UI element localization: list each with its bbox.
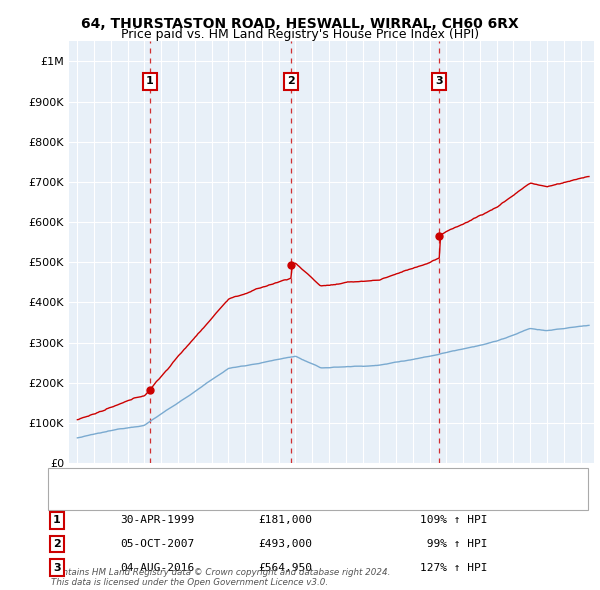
Text: £564,950: £564,950	[258, 563, 312, 572]
Text: ——: ——	[60, 473, 85, 486]
Text: 05-OCT-2007: 05-OCT-2007	[120, 539, 194, 549]
Text: 30-APR-1999: 30-APR-1999	[120, 516, 194, 525]
Text: £493,000: £493,000	[258, 539, 312, 549]
Text: 64, THURSTASTON ROAD, HESWALL, WIRRAL, CH60 6RX: 64, THURSTASTON ROAD, HESWALL, WIRRAL, C…	[81, 17, 519, 31]
Text: 2: 2	[287, 77, 295, 87]
Text: £181,000: £181,000	[258, 516, 312, 525]
Text: 99% ↑ HPI: 99% ↑ HPI	[420, 539, 487, 549]
Text: 2: 2	[53, 539, 61, 549]
Text: 3: 3	[53, 563, 61, 572]
Text: ——: ——	[60, 493, 85, 506]
Text: Contains HM Land Registry data © Crown copyright and database right 2024.
This d: Contains HM Land Registry data © Crown c…	[51, 568, 391, 587]
Text: 127% ↑ HPI: 127% ↑ HPI	[420, 563, 487, 572]
Text: HPI: Average price, detached house, Wirral: HPI: Average price, detached house, Wirr…	[93, 494, 317, 504]
Text: 1: 1	[53, 516, 61, 525]
Text: 64, THURSTASTON ROAD, HESWALL, WIRRAL, CH60 6RX (detached house): 64, THURSTASTON ROAD, HESWALL, WIRRAL, C…	[93, 475, 479, 485]
Text: 04-AUG-2016: 04-AUG-2016	[120, 563, 194, 572]
Text: 109% ↑ HPI: 109% ↑ HPI	[420, 516, 487, 525]
Text: Price paid vs. HM Land Registry's House Price Index (HPI): Price paid vs. HM Land Registry's House …	[121, 28, 479, 41]
Text: 3: 3	[436, 77, 443, 87]
Text: 1: 1	[146, 77, 154, 87]
